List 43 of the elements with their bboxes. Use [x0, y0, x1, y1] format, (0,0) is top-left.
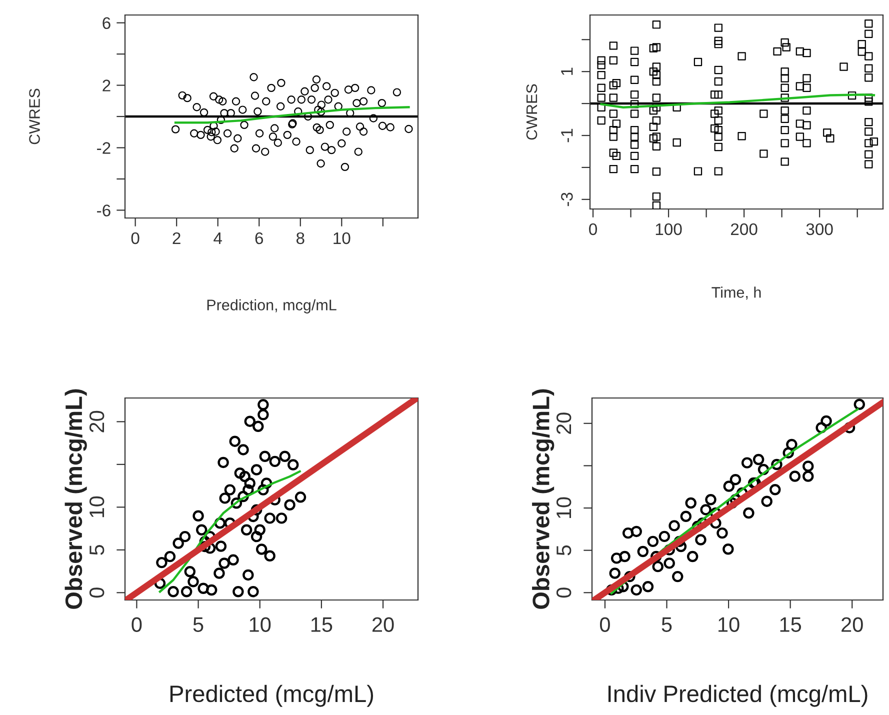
x-tick-label: 300: [806, 223, 833, 236]
y-axis-title: CWRES: [526, 84, 538, 140]
y-axis-title: Observed (mcg/mL): [532, 389, 554, 609]
x-tick-label: 10: [718, 617, 740, 632]
y-axis-title: Observed (mcg/mL): [64, 389, 87, 609]
x-axis-title: Predicted (mcg/mL): [170, 684, 374, 707]
x-tick-label: 5: [662, 617, 672, 632]
y-tick-label: 2: [102, 80, 110, 92]
x-tick-label: 20: [842, 617, 863, 632]
x-tick-label: 0: [600, 617, 610, 632]
x-tick-label: 200: [730, 223, 758, 236]
y-tick-label: 0: [89, 588, 104, 598]
x-tick-label: 15: [311, 617, 332, 632]
x-tick-label: 5: [193, 617, 204, 632]
x-tick-label: 100: [656, 223, 682, 236]
y-tick-label: 5: [556, 545, 572, 556]
x-axis-title: Indiv Predicted (mcg/mL): [608, 684, 868, 707]
y-tick-label: 1: [561, 68, 573, 75]
y-tick-label: 20: [89, 410, 104, 432]
y-tick-label: 10: [556, 497, 572, 518]
y-tick-label: -1: [561, 128, 573, 142]
y-axis-title: CWRES: [29, 88, 40, 144]
y-tick-label: 0: [556, 588, 572, 598]
x-tick-label: 0: [131, 232, 140, 244]
x-tick-label: 0: [132, 617, 142, 632]
y-tick-label: 10: [89, 496, 104, 518]
x-tick-label: 0: [589, 223, 598, 236]
y-tick-label: 5: [90, 544, 104, 555]
y-tick-label: 6: [102, 17, 110, 30]
y-tick-label: -6: [97, 204, 110, 216]
y-tick-label: -3: [561, 192, 573, 206]
y-tick-label: -2: [97, 142, 110, 154]
x-tick-label: 8: [296, 232, 304, 244]
x-tick-label: 4: [214, 232, 222, 244]
x-tick-label: 2: [172, 232, 180, 244]
x-axis-title: Time, h: [712, 286, 761, 300]
x-tick-label: 10: [250, 617, 271, 632]
x-tick-label: 10: [334, 232, 350, 244]
x-tick-label: 6: [255, 232, 264, 244]
x-tick-label: 15: [780, 617, 802, 632]
y-tick-label: 20: [556, 412, 572, 434]
x-axis-title: Prediction, mcg/mL: [207, 299, 336, 314]
x-tick-label: 20: [372, 617, 394, 632]
